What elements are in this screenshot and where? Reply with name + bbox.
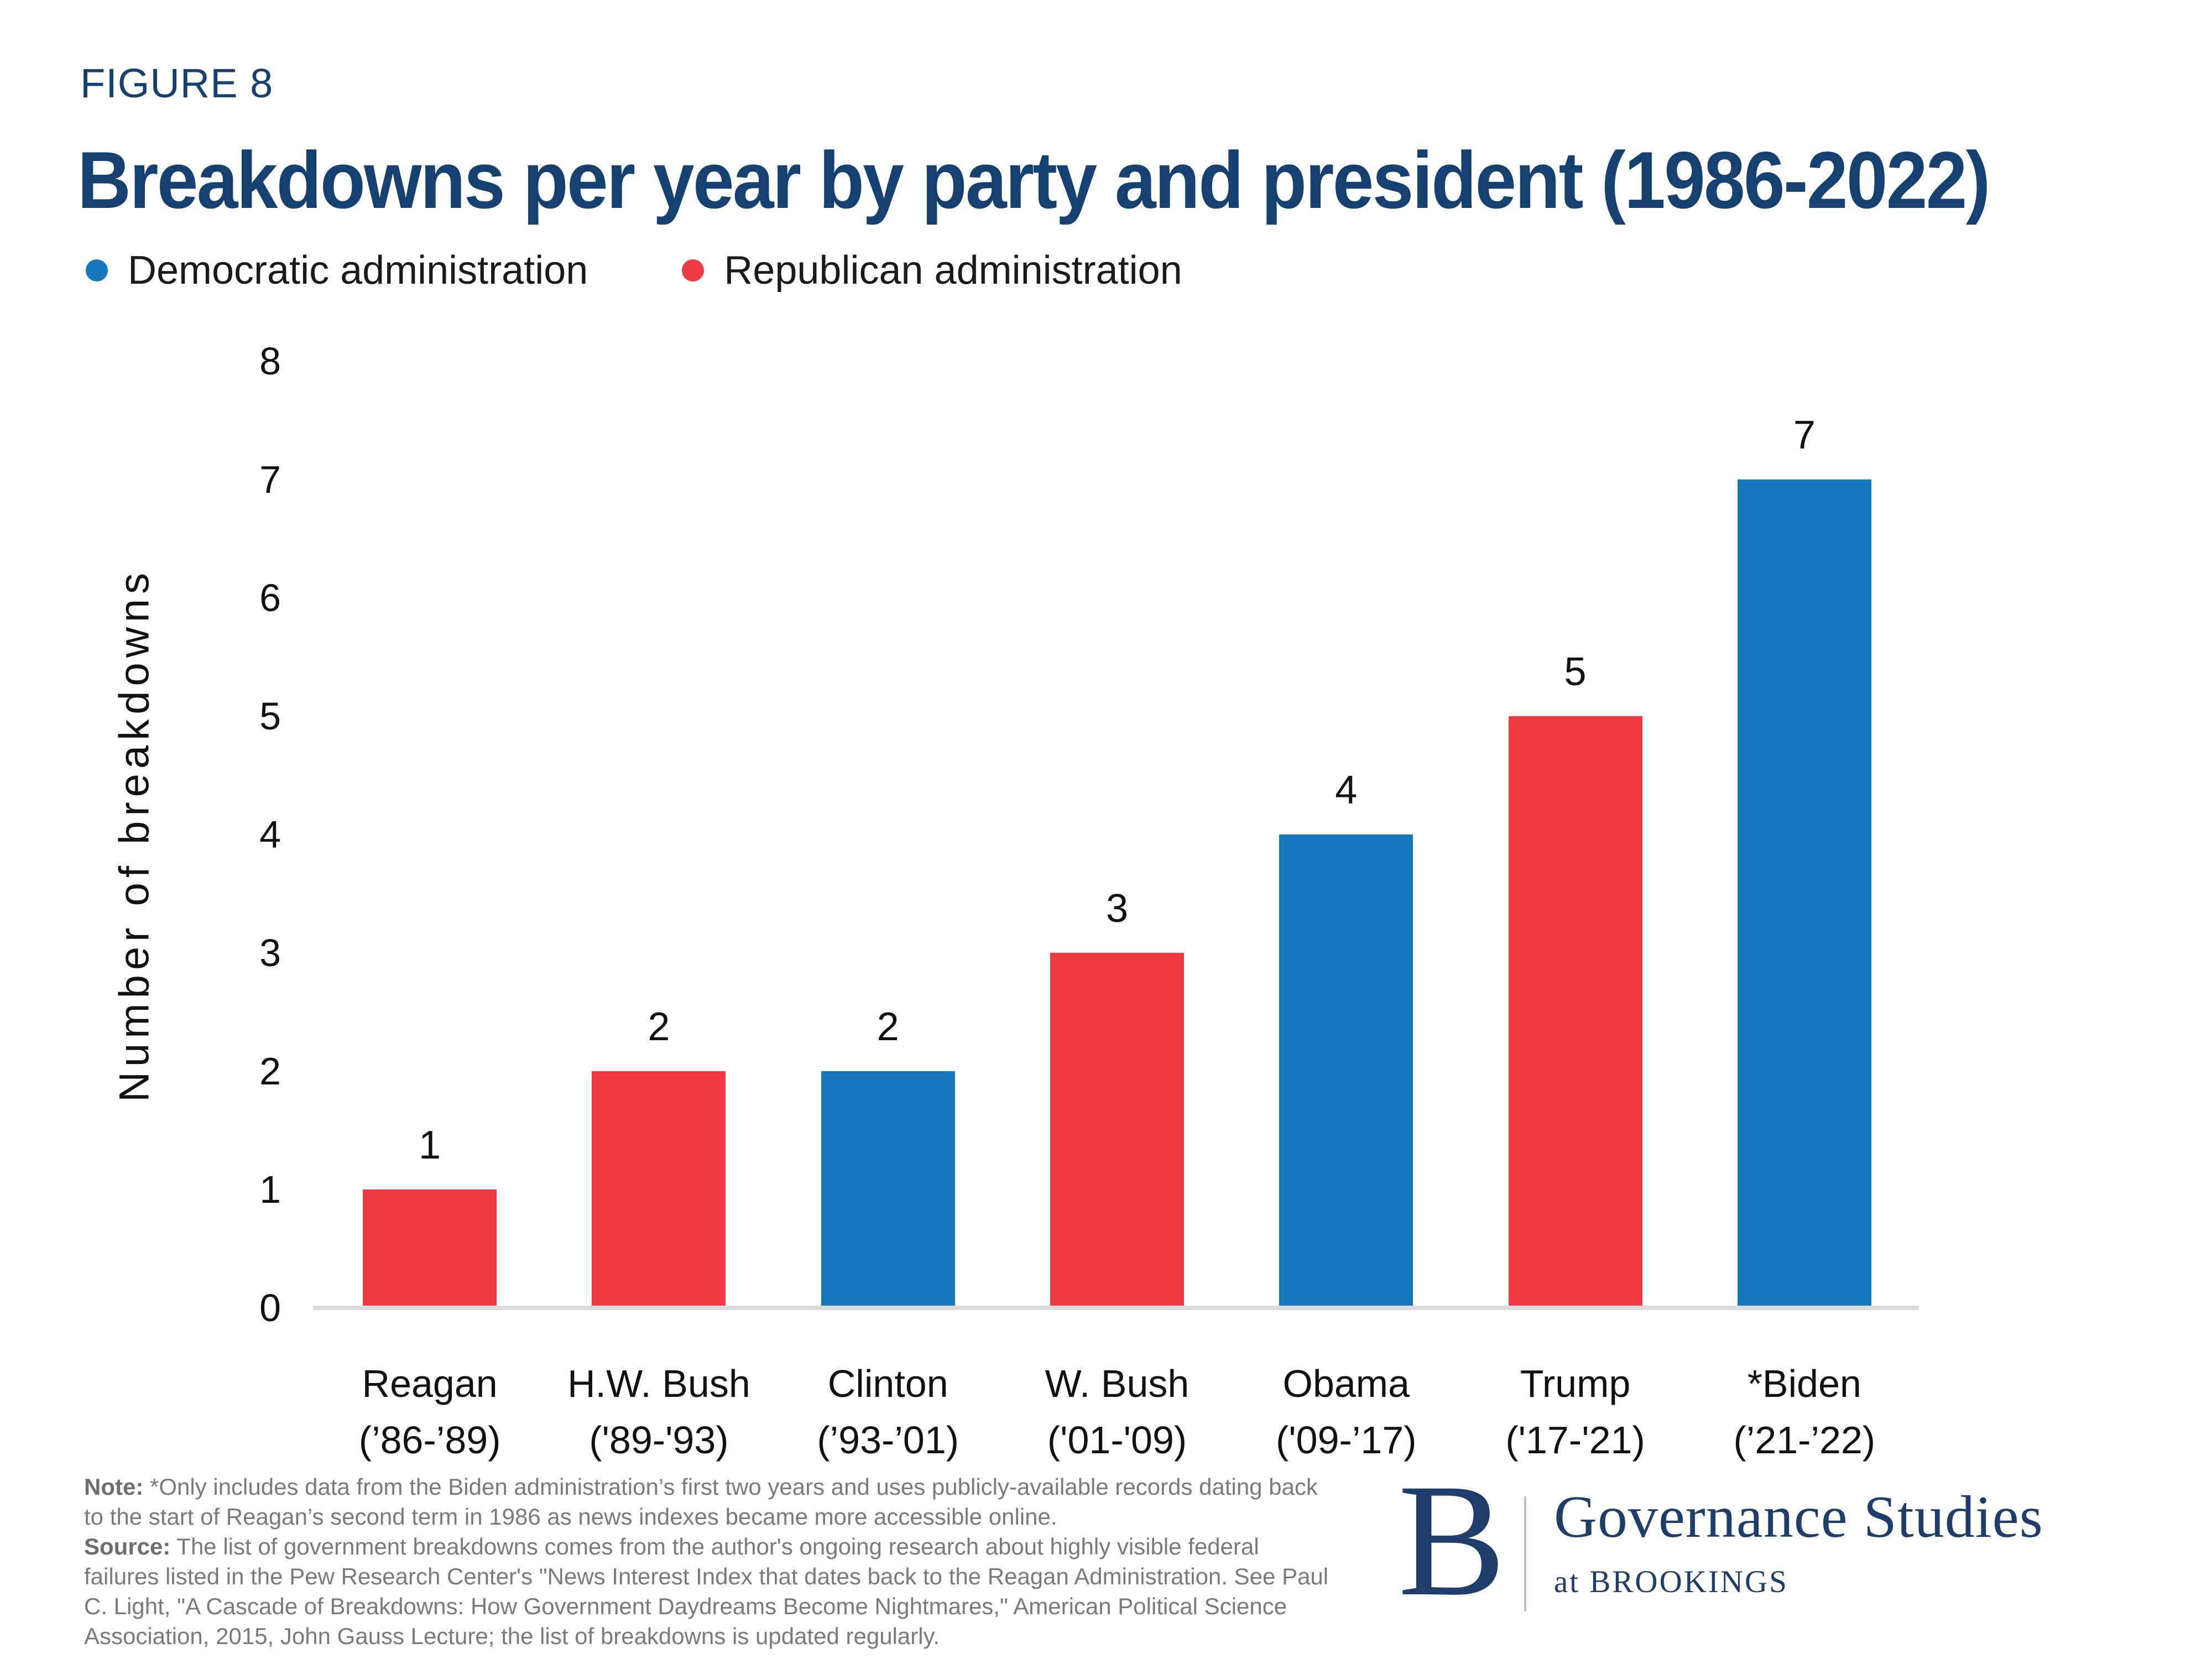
x-tick-years-clinton: (’93-’01) [817, 1418, 959, 1462]
logo-institution: at BROOKINGS [1554, 1564, 1788, 1599]
y-tick-4: 4 [259, 813, 281, 856]
x-tick-years-hwbush: ('89-'93) [589, 1418, 729, 1462]
y-tick-8: 8 [259, 340, 281, 383]
bar-slot-obama: 4 [1279, 361, 1413, 1308]
y-axis-title: Number of breakdowns [111, 568, 158, 1102]
x-tick-name-wbush: W. Bush [1045, 1362, 1190, 1405]
bar-trump [1508, 716, 1642, 1308]
source-text: The list of government breakdowns comes … [84, 1533, 1329, 1649]
page-title: Breakdowns per year by party and preside… [77, 135, 1990, 225]
legend-item-democratic: Democratic administration [86, 248, 588, 293]
bar-slot-biden: 7 [1737, 361, 1871, 1308]
legend-item-republican: Republican administration [682, 248, 1182, 293]
x-tick-wbush: W. Bush ('01-'09) [1045, 1355, 1190, 1468]
bar-value-reagan: 1 [419, 1123, 441, 1167]
logo-text: Governance Studies at BROOKINGS [1554, 1486, 2043, 1600]
source-label: Source: [84, 1533, 171, 1559]
democratic-dot-icon [86, 259, 108, 281]
logo-divider [1524, 1496, 1526, 1611]
plot-area: 0 1 2 3 4 5 6 7 8 1 2 2 3 4 5 7 Reagan (’86-’89) H.W. Bu… [259, 342, 1919, 1462]
x-tick-name-obama: Obama [1282, 1362, 1410, 1405]
bar-slot-hwbush: 2 [592, 361, 726, 1308]
brookings-b-icon: B [1398, 1451, 1506, 1630]
bar-value-biden: 7 [1793, 413, 1815, 457]
x-tick-name-clinton: Clinton [827, 1362, 948, 1405]
x-tick-reagan: Reagan (’86-’89) [359, 1355, 501, 1468]
x-tick-trump: Trump ('17-'21) [1505, 1355, 1645, 1468]
x-tick-years-trump: ('17-'21) [1505, 1418, 1645, 1462]
x-tick-name-trump: Trump [1520, 1362, 1631, 1405]
bar-clinton [821, 1071, 955, 1308]
bar-slot-wbush: 3 [1050, 361, 1184, 1308]
bar-slot-trump: 5 [1508, 361, 1642, 1308]
y-tick-0: 0 [259, 1286, 281, 1329]
bar-value-trump: 5 [1564, 650, 1587, 694]
x-tick-name-biden: *Biden [1747, 1362, 1861, 1405]
x-tick-years-wbush: ('01-'09) [1047, 1418, 1187, 1462]
x-tick-years-biden: (’21-’22) [1733, 1418, 1876, 1462]
legend-label-democratic: Democratic administration [128, 248, 588, 293]
bar-value-hwbush: 2 [648, 1005, 670, 1049]
bar-biden [1737, 479, 1871, 1308]
y-tick-6: 6 [259, 576, 281, 619]
legend-label-republican: Republican administration [724, 248, 1182, 293]
y-tick-3: 3 [259, 931, 281, 974]
x-tick-years-reagan: (’86-’89) [358, 1418, 501, 1462]
y-tick-1: 1 [259, 1168, 281, 1211]
note-text: *Only includes data from the Biden admin… [84, 1474, 1318, 1530]
x-tick-hwbush: H.W. Bush ('89-'93) [567, 1355, 750, 1468]
logo-program-name: Governance Studies [1554, 1484, 2043, 1550]
republican-dot-icon [682, 259, 705, 281]
legend: Democratic administration Republican adm… [86, 248, 1182, 293]
x-tick-biden: *Biden (’21-’22) [1733, 1355, 1875, 1468]
bar-value-clinton: 2 [877, 1005, 899, 1049]
footnote: Note: *Only includes data from the Biden… [84, 1472, 1339, 1651]
bar-slot-reagan: 1 [363, 361, 497, 1308]
brookings-logo: B Governance Studies at BROOKINGS [1398, 1460, 2150, 1621]
x-axis-line [313, 1306, 1919, 1310]
note-label: Note: [84, 1474, 144, 1500]
y-tick-7: 7 [259, 458, 281, 501]
bar-obama [1279, 834, 1413, 1308]
bar-slot-clinton: 2 [821, 361, 955, 1308]
x-tick-name-reagan: Reagan [362, 1362, 498, 1405]
x-tick-years-obama: ('09-’17) [1275, 1418, 1417, 1462]
bar-value-wbush: 3 [1105, 886, 1129, 931]
bar-hwbush [592, 1071, 726, 1308]
y-tick-2: 2 [259, 1050, 281, 1093]
x-tick-name-hwbush: H.W. Bush [567, 1362, 750, 1405]
bar-wbush [1050, 953, 1184, 1308]
x-tick-clinton: Clinton (’93-’01) [817, 1355, 959, 1468]
bar-value-obama: 4 [1335, 768, 1358, 812]
bar-reagan [363, 1190, 497, 1308]
figure-label: FIGURE 8 [80, 60, 274, 106]
y-tick-5: 5 [259, 695, 281, 738]
x-tick-obama: Obama ('09-’17) [1276, 1355, 1417, 1468]
